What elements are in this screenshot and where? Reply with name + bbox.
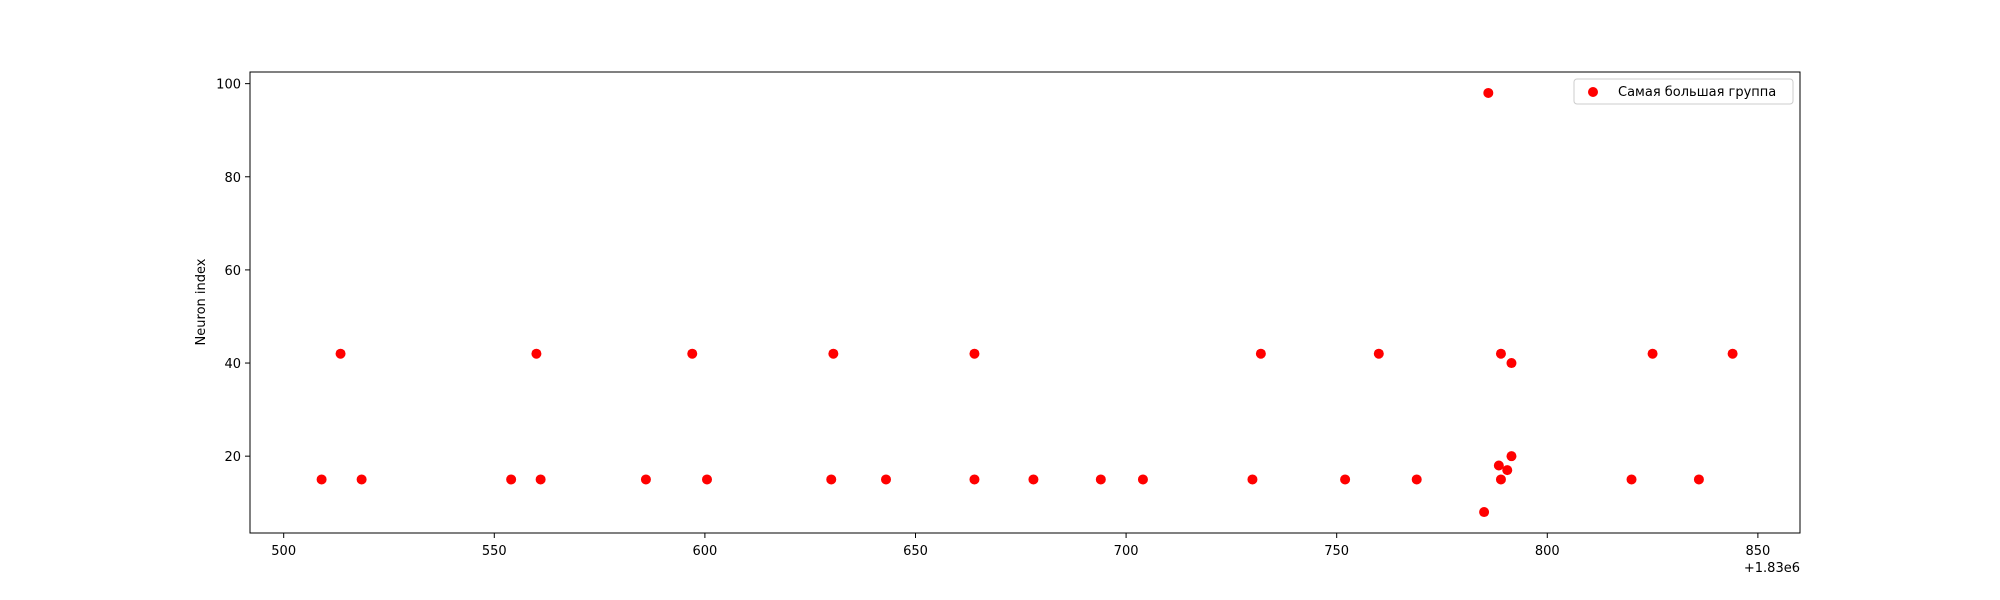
data-point	[1493, 460, 1504, 471]
data-point	[687, 348, 698, 359]
data-point	[316, 474, 327, 485]
y-tick-label: 40	[224, 357, 241, 372]
data-point	[1647, 348, 1658, 359]
x-tick-label: 550	[482, 544, 507, 559]
x-tick-label: 850	[1745, 544, 1770, 559]
data-point	[1495, 474, 1506, 485]
data-point	[1506, 358, 1517, 369]
data-point	[1479, 507, 1490, 518]
data-point	[826, 474, 837, 485]
data-point	[1502, 465, 1513, 476]
data-point	[1247, 474, 1258, 485]
y-tick-label: 20	[224, 450, 241, 465]
x-offset-label: +1.83e6	[1744, 561, 1800, 576]
data-point	[535, 474, 546, 485]
data-point	[1693, 474, 1704, 485]
data-point	[1411, 474, 1422, 485]
data-point	[1095, 474, 1106, 485]
data-points	[316, 87, 1738, 518]
data-point	[531, 348, 542, 359]
y-tick-label: 80	[224, 171, 241, 186]
legend-entry-label: Самая большая группа	[1618, 85, 1776, 100]
y-tick-label: 60	[224, 264, 241, 279]
x-tick-label: 700	[1114, 544, 1139, 559]
x-axis-ticks: 500 550 600 650 700 750 800 850	[271, 533, 1770, 559]
data-point	[1255, 348, 1266, 359]
data-point	[356, 474, 367, 485]
data-point	[1626, 474, 1637, 485]
plot-area-frame	[249, 71, 1801, 534]
data-point	[506, 474, 517, 485]
y-axis-ticks: 20 40 60 80 100	[216, 78, 250, 465]
legend-box	[1573, 78, 1794, 105]
legend: Самая большая группа	[1573, 78, 1794, 105]
data-point	[881, 474, 892, 485]
y-axis-label: Neuron index	[194, 258, 209, 345]
data-point	[701, 474, 712, 485]
x-tick-label: 800	[1535, 544, 1560, 559]
data-point	[1340, 474, 1351, 485]
x-tick-label: 600	[692, 544, 717, 559]
x-tick-label: 500	[271, 544, 296, 559]
data-point	[969, 474, 980, 485]
data-point	[1495, 348, 1506, 359]
data-point	[1727, 348, 1738, 359]
data-point	[1028, 474, 1039, 485]
data-point	[640, 474, 651, 485]
legend-marker	[1588, 87, 1598, 97]
data-point	[1373, 348, 1384, 359]
data-point	[828, 348, 839, 359]
y-tick-label: 100	[216, 78, 241, 93]
data-point	[1506, 451, 1517, 462]
data-point	[1137, 474, 1148, 485]
x-tick-label: 750	[1324, 544, 1349, 559]
x-tick-label: 650	[903, 544, 928, 559]
data-point	[1483, 87, 1494, 98]
data-point	[335, 348, 346, 359]
data-point	[969, 348, 980, 359]
